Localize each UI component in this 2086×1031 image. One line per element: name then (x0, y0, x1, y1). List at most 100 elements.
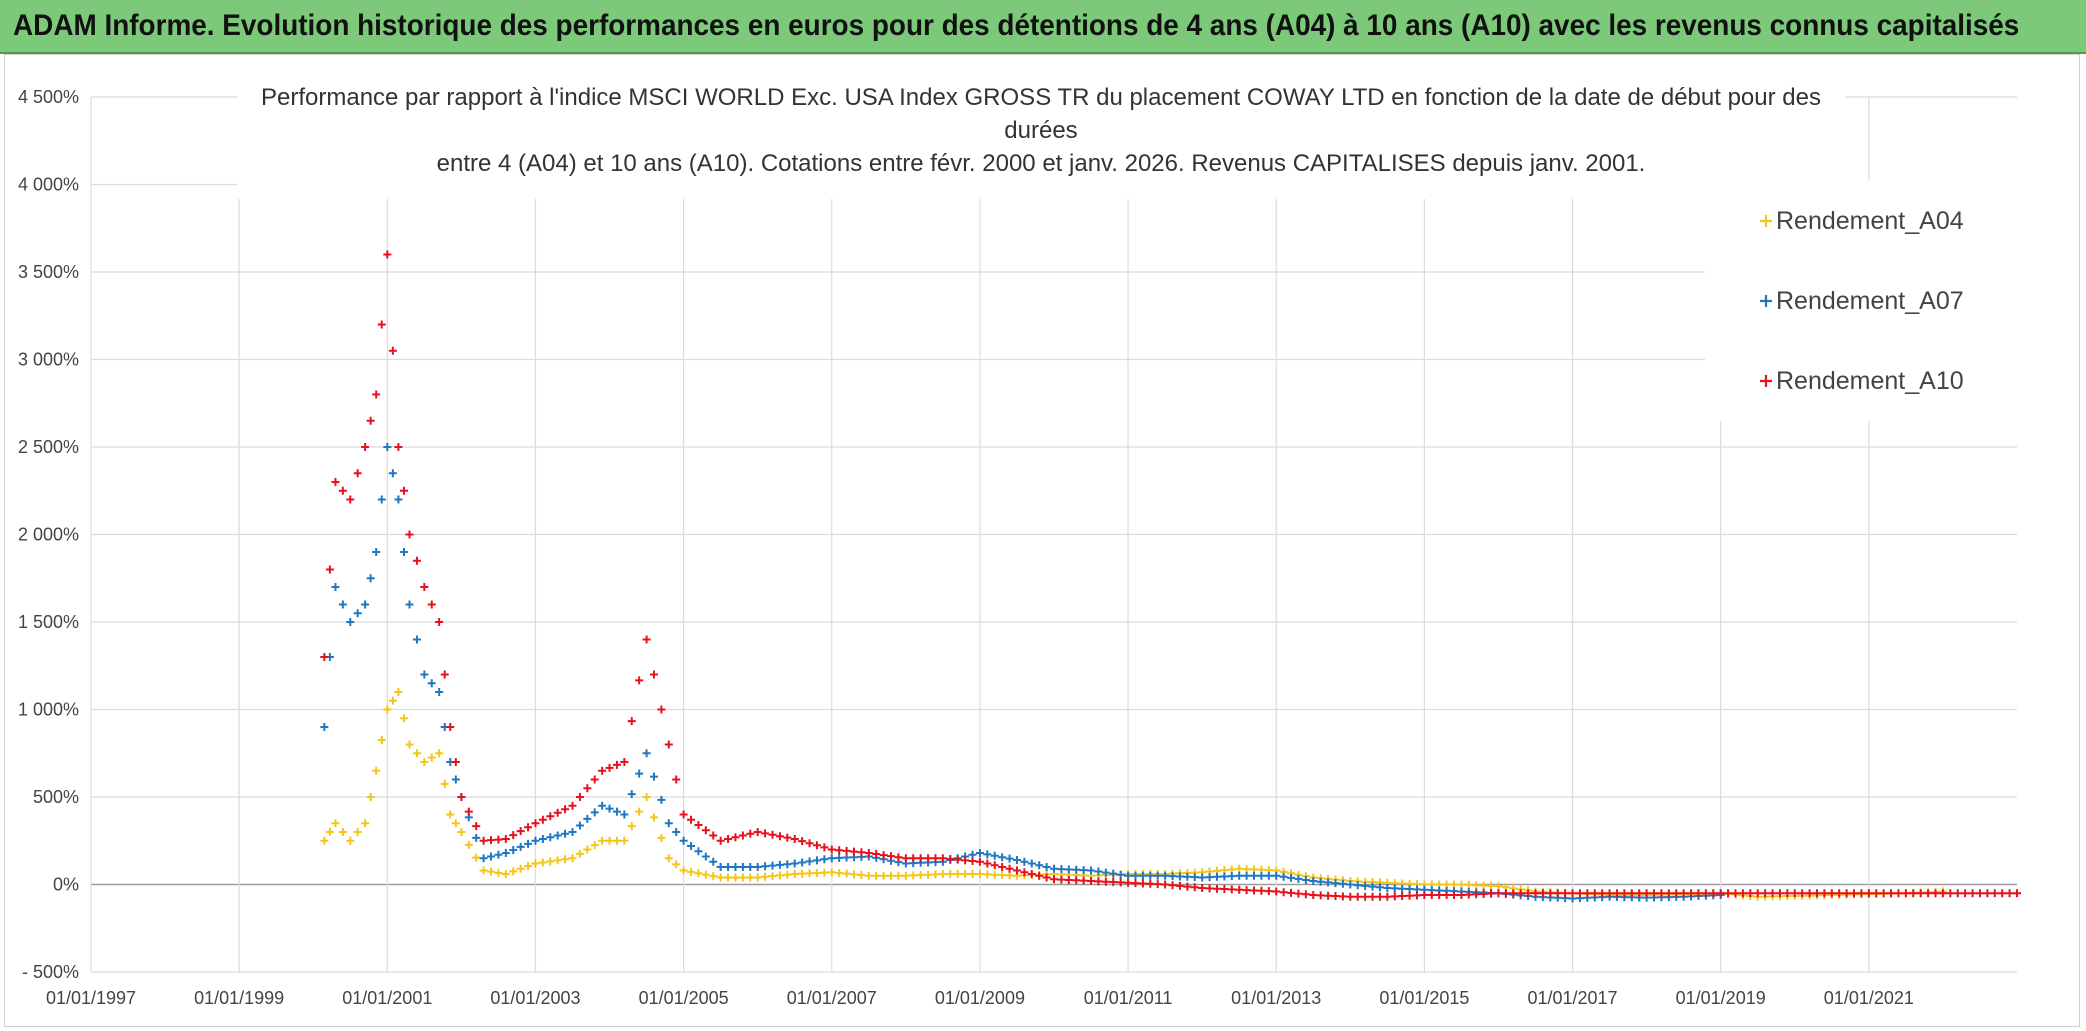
data-point-marker (924, 870, 933, 879)
data-point-marker (642, 793, 651, 801)
data-point-marker (968, 857, 977, 866)
data-point-marker (1390, 884, 1399, 893)
data-point-marker (1153, 871, 1162, 880)
data-point-marker (1738, 889, 1747, 898)
x-tick-label: 01/01/1997 (46, 988, 136, 1008)
data-point-marker (1835, 889, 1844, 898)
data-point-marker (694, 821, 703, 829)
data-point-marker (383, 443, 392, 451)
data-point-marker (583, 784, 592, 793)
data-point-marker (331, 583, 340, 591)
data-point-marker (783, 860, 792, 869)
data-point-marker (1716, 889, 1725, 898)
data-point-marker (1346, 880, 1355, 889)
data-point-marker (1316, 891, 1325, 900)
data-point-marker (627, 717, 636, 726)
data-point-marker (1516, 889, 1525, 898)
x-tick-label: 01/01/2009 (935, 988, 1025, 1008)
data-point-marker (1294, 874, 1303, 883)
data-point-marker (1501, 889, 1510, 898)
data-point-marker (435, 688, 444, 696)
data-point-marker (1731, 889, 1740, 898)
data-point-marker (1353, 881, 1362, 890)
data-point-marker (1479, 889, 1488, 898)
data-point-marker (1250, 886, 1259, 895)
data-point-marker (687, 815, 696, 824)
data-point-marker (383, 705, 392, 714)
data-point-marker (1012, 866, 1021, 875)
x-tick-label: 01/01/2013 (1231, 988, 1321, 1008)
data-point-marker (938, 870, 947, 878)
data-point-marker (1864, 889, 1873, 898)
data-point-marker (1324, 891, 1333, 900)
data-point-marker (320, 723, 329, 731)
data-point-marker (894, 853, 903, 862)
data-point-marker (746, 873, 755, 882)
data-point-marker (1398, 892, 1407, 901)
x-tick-label: 01/01/2017 (1527, 988, 1617, 1008)
data-point-marker (568, 828, 577, 836)
data-point-marker (366, 416, 375, 425)
legend-label-a04: Rendement_A04 (1776, 207, 1964, 235)
data-point-marker (1487, 881, 1496, 890)
data-point-marker (1227, 872, 1236, 881)
data-point-marker (568, 854, 577, 863)
data-point-marker (427, 753, 436, 762)
data-point-marker (1857, 889, 1866, 898)
data-point-marker (1946, 889, 1955, 898)
data-point-marker (1020, 868, 1029, 877)
data-point-marker (1383, 892, 1392, 901)
data-point-marker (399, 486, 408, 495)
data-point-marker (627, 822, 636, 831)
series-rendement-a07 (320, 443, 1725, 903)
data-point-marker (1827, 889, 1836, 898)
chart-frame: 4 500% 4 000% 3 500% 3 000% 2 500% 2 000% 1 50… (4, 54, 2080, 1027)
data-point-marker (1531, 889, 1540, 898)
data-point-marker (1664, 889, 1673, 898)
data-point-marker (724, 863, 733, 871)
data-point-marker (1968, 889, 1977, 898)
data-point-marker (1309, 891, 1318, 899)
data-point-marker (494, 868, 503, 877)
data-point-marker (538, 858, 547, 867)
data-point-marker (1168, 872, 1177, 881)
data-point-marker (990, 851, 999, 860)
data-point-marker (857, 871, 866, 880)
data-point-marker (405, 530, 414, 539)
data-point-marker (590, 841, 599, 850)
data-point-marker (1953, 889, 1962, 898)
series-rendement-a10 (320, 250, 2021, 901)
data-point-marker (1783, 889, 1792, 898)
data-point-marker (1057, 875, 1066, 884)
data-point-marker (1227, 885, 1236, 894)
data-point-marker (1005, 854, 1014, 863)
data-point-marker (635, 769, 644, 778)
data-point-marker (446, 723, 455, 731)
data-point-marker (709, 857, 718, 866)
data-point-marker (1050, 875, 1058, 884)
legend-label-a07: Rendement_A07 (1776, 287, 1964, 315)
data-point-marker (435, 749, 444, 758)
data-point-marker (701, 852, 710, 861)
y-tick-label: 4 500% (18, 87, 79, 107)
data-point-marker (1212, 872, 1221, 881)
data-point-marker (827, 868, 836, 877)
y-tick-label: 4 000% (18, 175, 79, 195)
data-point-marker (420, 583, 429, 591)
data-point-marker (1901, 889, 1910, 898)
data-point-marker (366, 793, 375, 801)
data-point-marker (798, 837, 807, 846)
y-tick-label: 3 000% (18, 350, 79, 370)
data-point-marker (1390, 892, 1399, 901)
data-point-marker (346, 618, 355, 626)
data-point-marker (531, 819, 540, 828)
series-rendement-a04 (320, 688, 1947, 901)
data-point-marker (1361, 892, 1370, 901)
data-point-marker (394, 688, 403, 696)
data-point-marker (1072, 876, 1081, 885)
data-point-marker (598, 766, 607, 775)
data-point-marker (798, 858, 807, 867)
data-point-marker (605, 836, 614, 845)
data-point-marker (931, 854, 940, 863)
data-point-marker (849, 847, 858, 856)
